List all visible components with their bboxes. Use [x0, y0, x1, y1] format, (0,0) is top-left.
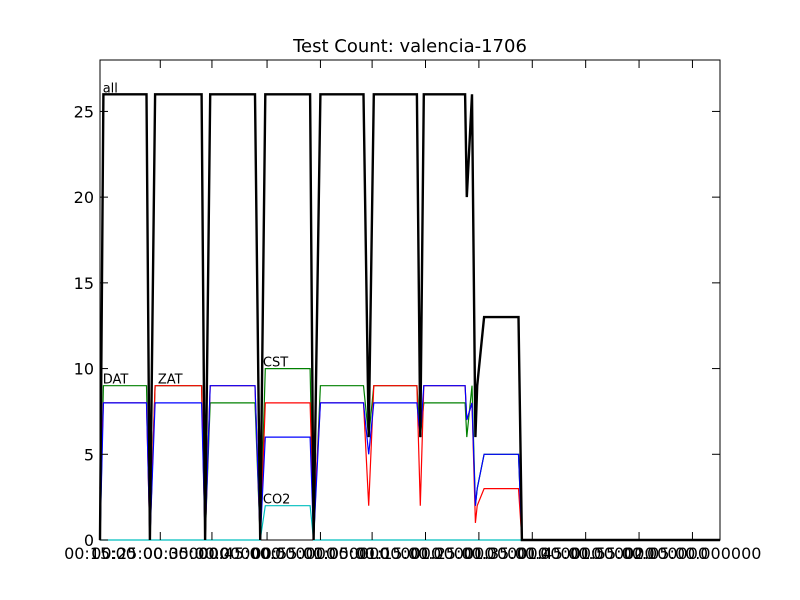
x-tick-label: 00:45:00.000000: [198, 544, 336, 563]
x-tick-label: 02:05:00.000000: [623, 544, 761, 563]
annotation-all: all: [103, 81, 118, 96]
x-axis: 00:15:0000:25:00.00000000:35:00.00000000…: [64, 60, 761, 563]
annotation-co2: CO2: [263, 493, 291, 508]
series-line-cst: [100, 505, 720, 541]
y-tick-label: 10: [74, 360, 94, 379]
plot-frame: [99, 59, 721, 541]
y-axis: 0 5 10 15 20 25: [74, 102, 720, 550]
y-tick-label: 5: [84, 445, 94, 464]
x-tick-label: 00:25:00.000000: [91, 544, 229, 563]
x-tick-label: 01:55:00.000000: [570, 544, 708, 563]
series-line-all: [98, 93, 720, 542]
annotation-dat: DAT: [103, 373, 129, 388]
x-tick-label: 01:05:00.000000: [303, 544, 441, 563]
chart-title: Test Count: valencia-1706: [292, 36, 527, 57]
y-tick-label: 15: [74, 274, 94, 293]
x-tick-label: 01:15:00.000000: [356, 544, 494, 563]
y-tick-label: 0: [84, 531, 94, 550]
x-tick-label: 01:25:00.000000: [410, 544, 548, 563]
x-tick-label: 01:45:00.000000: [517, 544, 655, 563]
annotations: all DAT ZAT CST CO2: [103, 81, 291, 507]
annotation-cst: CST: [263, 356, 288, 371]
y-tick-label: 25: [74, 102, 94, 121]
annotation-zat: ZAT: [158, 373, 183, 388]
x-tick-label: 00:55:00.000000: [251, 544, 389, 563]
x-tick-label: 01:35:00.000000: [463, 544, 601, 563]
y-tick-label: 20: [74, 188, 94, 207]
x-tick-label: 00:15:00: [64, 544, 136, 563]
series-line-series-4: [99, 385, 720, 541]
series-layer: [98, 93, 720, 542]
x-tick-label: 00:35:00.000000: [143, 544, 281, 563]
